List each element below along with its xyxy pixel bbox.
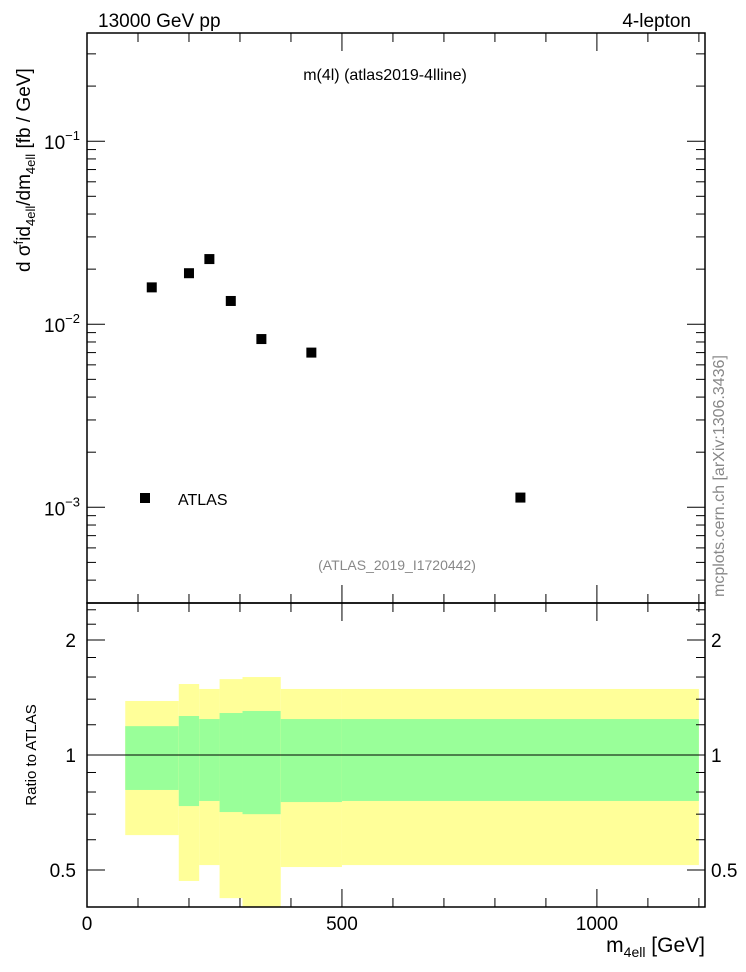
ylabel-part: /dm [14,174,35,206]
y-tick-exp: −3 [65,494,80,509]
ylabel-part: f [11,240,26,244]
ratio-y-tick-label: 2 [65,631,76,652]
ylabel-part: [fb / GeV] [14,68,35,154]
xlabel-part: [GeV] [645,934,705,957]
header-process: 4-lepton [622,11,691,32]
y-tick-exp: −2 [65,311,80,326]
y-tick-label: 10−1 [44,128,80,154]
legend-marker [140,493,150,503]
ratio-ylabel: Ratio to ATLAS [23,704,40,805]
ylabel-part: 4ell [23,154,38,174]
ylabel-part: 4ell [23,206,38,226]
y-tick-base: 10 [44,499,65,520]
xlabel-part: 4ell [624,944,646,960]
chart-title: m(4l) (atlas2019-4lline) [303,67,467,84]
data-point [225,295,236,306]
data-point [146,282,157,293]
inner-band-bin [178,716,200,807]
data-point [515,492,526,503]
y-tick-exp: −1 [65,128,80,143]
ratio-y-tick-label: 0.5 [50,861,76,882]
y-tick-base: 10 [44,316,65,337]
inner-band-bin [125,726,179,790]
ratio-y-tick-label-right: 0.5 [711,861,737,882]
inner-band-bin [280,719,342,803]
header-energy: 13000 GeV pp [98,11,221,32]
ratio-y-tick-label-right: 1 [711,746,722,767]
ylabel-part: id [14,226,35,241]
inner-band-bin [219,713,243,813]
analysis-label: (ATLAS_2019_I1720442) [318,557,476,573]
legend-label: ATLAS [178,492,228,509]
y-tick-base: 10 [44,133,65,154]
data-point [306,347,317,358]
main-ylabel: d σfid4ell/dm4ell [fb / GeV] [11,68,38,272]
x-tick-label: 500 [326,914,358,935]
ratio-y-tick-label: 1 [65,746,76,767]
inner-band-bin [341,719,699,801]
x-tick-label: 0 [82,914,93,935]
data-point [256,334,267,345]
ratio-y-tick-label-right: 2 [711,631,722,652]
inner-band-bin [242,710,281,815]
data-point [204,254,215,265]
side-label: mcplots.cern.ch [arXiv:1306.3436] [711,355,728,597]
x-tick-label: 1000 [576,914,618,935]
xlabel-part: m [606,934,624,957]
data-point [183,268,194,279]
y-tick-label: 10−2 [44,311,80,337]
inner-band-bin [199,719,220,801]
x-axis-label: m4ell [GeV] [606,934,705,960]
ylabel-part: d σ [14,244,35,272]
y-tick-label: 10−3 [44,494,80,520]
main-frame [86,32,706,604]
